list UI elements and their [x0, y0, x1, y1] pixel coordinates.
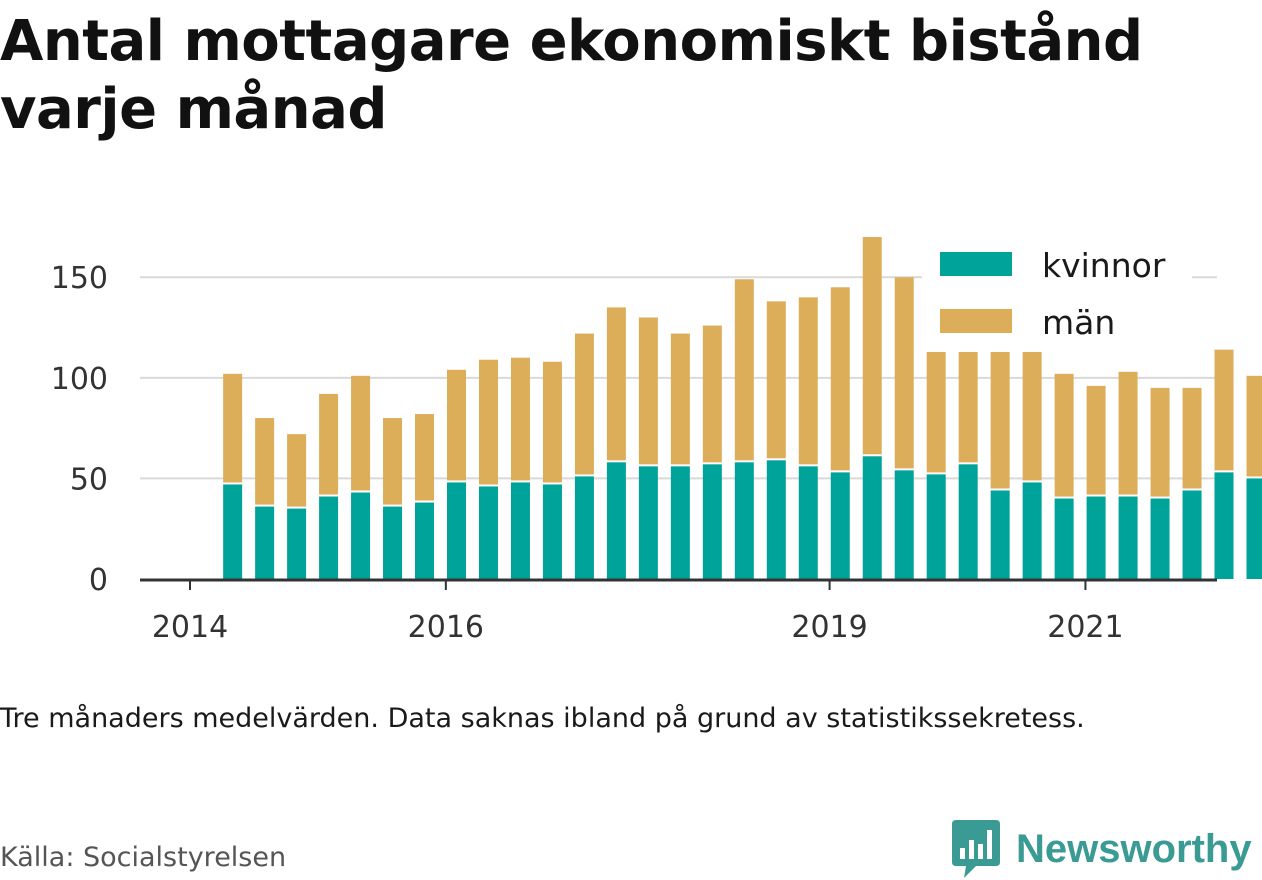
legend-label: kvinnor [1042, 246, 1166, 285]
x-tick-label: 2016 [408, 610, 484, 645]
bar-kvinnor [255, 507, 274, 579]
bar-kvinnor [543, 484, 562, 579]
bar-kvinnor [383, 507, 402, 579]
bar-kvinnor [1023, 482, 1042, 579]
bar-kvinnor [479, 486, 498, 579]
bar-man [575, 334, 594, 475]
bar-man [1215, 350, 1234, 471]
bar-man [1183, 388, 1202, 489]
bar-man [671, 334, 690, 465]
bar-kvinnor [575, 476, 594, 579]
legend-swatch [940, 309, 1012, 333]
bar-man [991, 330, 1010, 489]
chart-bubble-icon [950, 818, 1002, 880]
y-tick-label: 50 [70, 462, 108, 497]
bar-man [447, 370, 466, 481]
legend-swatch [940, 252, 1012, 276]
bar-kvinnor [863, 456, 882, 579]
bar-kvinnor [671, 466, 690, 579]
brand-name: Newsworthy [1016, 827, 1252, 872]
x-tick-label: 2019 [791, 610, 867, 645]
bar-man [1151, 388, 1170, 497]
bar-man [767, 301, 786, 458]
y-tick-label: 100 [51, 362, 108, 397]
bar-kvinnor [1087, 497, 1106, 579]
x-tick-label: 2021 [1047, 610, 1123, 645]
bar-kvinnor [831, 472, 850, 579]
y-tick-label: 150 [51, 261, 108, 296]
bar-man [479, 360, 498, 485]
bar-kvinnor [447, 482, 466, 579]
bar-man [831, 287, 850, 470]
bar-kvinnor [767, 460, 786, 579]
bar-man [1087, 386, 1106, 495]
bar-man [863, 237, 882, 454]
bar-man [1055, 374, 1074, 497]
bar-man [511, 358, 530, 481]
bar-kvinnor [287, 509, 306, 579]
bar-man [415, 414, 434, 501]
bar-man [351, 376, 370, 491]
bar-kvinnor [703, 464, 722, 579]
bar-man [319, 394, 338, 495]
x-tick-label: 2014 [152, 610, 228, 645]
bar-man [735, 279, 754, 460]
chart-note: Tre månaders medelvärden. Data saknas ib… [0, 703, 1085, 734]
bar-man [255, 418, 274, 505]
legend: kvinnor män [922, 242, 1192, 352]
bar-kvinnor [1119, 497, 1138, 579]
bar-kvinnor [799, 466, 818, 579]
bar-kvinnor [351, 492, 370, 579]
legend-label: män [1042, 303, 1115, 342]
bar-kvinnor [1215, 472, 1234, 579]
bar-man [1247, 376, 1262, 477]
bar-kvinnor [1055, 499, 1074, 579]
bar-man [287, 434, 306, 506]
bar-kvinnor [319, 497, 338, 579]
bar-man [607, 307, 626, 460]
bar-kvinnor [991, 490, 1010, 579]
bar-man [895, 277, 914, 468]
source-credit: Källa: Socialstyrelsen [0, 842, 286, 873]
chart-title: Antal mottagare ekonomiskt bistånd varje… [0, 8, 1262, 144]
bar-kvinnor [415, 503, 434, 579]
bar-kvinnor [223, 484, 242, 579]
bar-man [639, 317, 658, 464]
bar-kvinnor [1247, 478, 1262, 579]
bar-man [799, 297, 818, 464]
bar-kvinnor [639, 466, 658, 579]
bar-kvinnor [607, 462, 626, 579]
bar-man [383, 418, 402, 505]
y-tick-label: 0 [89, 563, 108, 598]
bar-man [1023, 334, 1042, 481]
bar-kvinnor [1183, 490, 1202, 579]
bar-kvinnor [735, 462, 754, 579]
bar-kvinnor [927, 474, 946, 579]
bar-man [223, 374, 242, 483]
bar-kvinnor [511, 482, 530, 579]
bar-kvinnor [1151, 499, 1170, 579]
bar-kvinnor [895, 470, 914, 579]
bar-man [543, 362, 562, 483]
bar-man [703, 326, 722, 463]
bar-man [1119, 372, 1138, 495]
bar-kvinnor [959, 464, 978, 579]
brand-logo: Newsworthy [950, 818, 1252, 880]
